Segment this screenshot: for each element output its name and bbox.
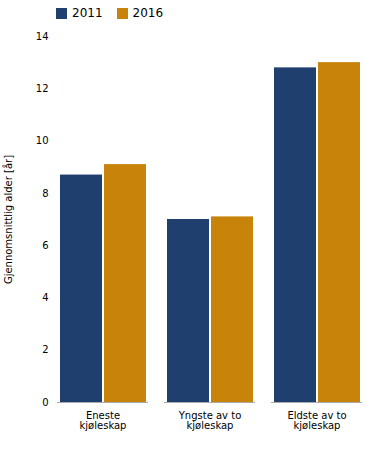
html-text:2011: 2011 <box>72 6 103 20</box>
svg-text:Gjennomsnittlig alder [år]: Gjennomsnittlig alder [år] <box>2 155 14 284</box>
svg-text:10: 10 <box>36 135 49 146</box>
svg-text:6: 6 <box>42 240 48 251</box>
svg-text:Yngste av tokjøleskap: Yngste av tokjøleskap <box>178 410 242 431</box>
svg-text:4: 4 <box>42 292 48 303</box>
svg-text:12: 12 <box>36 83 49 94</box>
svg-text:0: 0 <box>42 397 48 408</box>
svg-text:2: 2 <box>42 344 48 355</box>
html-text:2016: 2016 <box>132 6 164 20</box>
svg-text:8: 8 <box>42 188 48 199</box>
svg-text:Eldste av tokjøleskap: Eldste av tokjøleskap <box>287 410 346 431</box>
svg-text:14: 14 <box>36 31 49 42</box>
svg-text:Enestekjøleskap: Enestekjøleskap <box>80 410 127 431</box>
